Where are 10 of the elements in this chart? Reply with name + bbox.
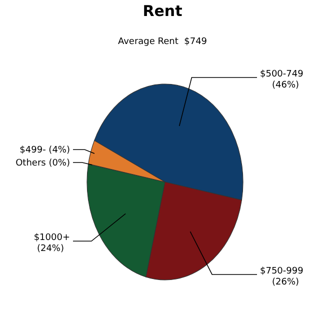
- slice-label: $1000+: [34, 233, 70, 244]
- slice-label: $500-749: [260, 69, 304, 80]
- data-label: (46%): [272, 80, 300, 90]
- chart-subtitle: Average Rent $749: [118, 37, 208, 47]
- data-label: (24%): [36, 244, 64, 254]
- legend-label: Others (0%): [16, 158, 70, 169]
- chart-title: Rent: [142, 2, 182, 20]
- data-label: (26%): [272, 277, 300, 288]
- slice-label: $499- (4%): [20, 146, 70, 156]
- slice-label: $750-999: [260, 266, 304, 276]
